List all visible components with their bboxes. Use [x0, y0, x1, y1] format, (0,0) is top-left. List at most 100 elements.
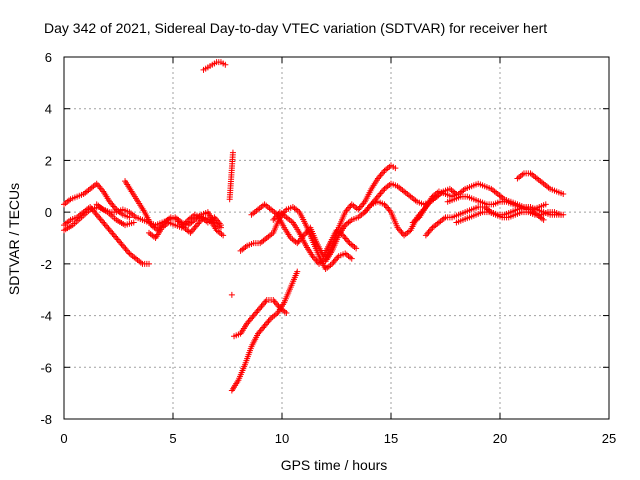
data-point — [253, 309, 260, 316]
y-tick-label: -6 — [40, 360, 52, 375]
data-point — [109, 230, 116, 237]
data-point — [560, 191, 567, 198]
y-tick-label: -8 — [40, 412, 52, 427]
y-tick-label: -4 — [40, 309, 52, 324]
data-point — [271, 298, 278, 305]
plot-frame — [63, 56, 610, 420]
x-tick-label: 0 — [60, 431, 67, 446]
data-point — [425, 229, 432, 236]
data-point — [385, 206, 392, 213]
data-point — [109, 201, 116, 208]
data-point — [345, 238, 352, 245]
data-point — [249, 314, 256, 321]
data-point — [262, 321, 269, 328]
data-point — [254, 307, 261, 314]
data-point — [121, 244, 128, 251]
data-point — [258, 326, 265, 333]
data-point — [220, 232, 227, 239]
data-point — [122, 245, 129, 252]
data-point — [283, 309, 290, 316]
data-point — [384, 204, 391, 211]
y-axis-label: SDTVAR / TECUs — [6, 183, 22, 295]
grid — [64, 57, 609, 419]
data-point — [333, 256, 340, 263]
data-point — [257, 304, 264, 311]
data-point — [359, 201, 366, 208]
data-point — [255, 306, 262, 313]
data-point — [126, 214, 133, 221]
data-point — [380, 169, 387, 176]
data-point — [125, 248, 132, 255]
data-point — [274, 301, 281, 308]
data-point — [540, 216, 547, 223]
data-point — [424, 230, 431, 237]
data-point — [312, 256, 319, 263]
data-point — [262, 298, 269, 305]
data-point — [258, 303, 265, 310]
data-point — [377, 172, 384, 179]
data-point — [422, 232, 429, 239]
data-points — [61, 59, 567, 394]
data-point — [110, 203, 117, 210]
data-point — [106, 227, 113, 234]
data-point — [113, 235, 120, 241]
x-tick-label: 10 — [275, 431, 289, 446]
data-point — [123, 247, 130, 254]
data-point — [266, 316, 273, 323]
data-point — [96, 214, 103, 221]
data-point — [191, 225, 198, 232]
data-point — [146, 260, 153, 267]
x-tick-label: 15 — [384, 431, 398, 446]
y-tick-label: 0 — [45, 205, 52, 220]
data-point — [259, 301, 266, 308]
data-point — [295, 238, 302, 245]
data-point — [374, 193, 381, 200]
chart-title: Day 342 of 2021, Sidereal Day-to-day VTE… — [44, 20, 547, 36]
data-point — [112, 233, 119, 240]
data-point — [118, 241, 125, 248]
data-point — [95, 182, 102, 189]
data-point — [104, 224, 111, 231]
data-point — [373, 195, 380, 202]
x-axis-label: GPS time / hours — [281, 457, 388, 473]
data-point — [330, 259, 337, 266]
data-point — [261, 322, 268, 329]
data-point — [105, 225, 112, 232]
tick-marks — [63, 56, 610, 420]
data-point — [119, 242, 126, 249]
data-point — [188, 228, 195, 235]
data-point — [270, 216, 277, 223]
data-point — [294, 268, 301, 275]
y-tick-label: 4 — [45, 102, 52, 117]
data-point — [193, 222, 200, 229]
data-point — [101, 221, 108, 228]
data-point — [331, 257, 338, 264]
data-point — [110, 231, 117, 238]
data-point — [250, 312, 257, 319]
data-point — [102, 222, 109, 229]
data-point — [542, 201, 549, 208]
data-point — [342, 235, 349, 242]
data-point — [426, 227, 433, 234]
y-tick-label: -2 — [40, 257, 52, 272]
data-point — [353, 245, 360, 252]
x-tick-label: 20 — [493, 431, 507, 446]
data-point — [222, 61, 229, 68]
data-point — [380, 187, 387, 194]
data-point — [248, 315, 255, 322]
data-point — [117, 239, 124, 246]
data-point — [365, 204, 372, 211]
data-point — [192, 223, 199, 230]
data-point — [228, 291, 235, 298]
x-tick-labels: 0 5 10 15 20 25 — [60, 431, 616, 446]
data-point — [363, 207, 370, 214]
data-point — [364, 206, 371, 213]
data-point — [112, 205, 119, 212]
data-point — [257, 327, 264, 334]
data-point — [356, 205, 363, 212]
data-point — [92, 210, 99, 217]
data-point — [265, 318, 272, 325]
y-tick-labels: -8 -6 -4 -2 0 2 4 6 — [40, 50, 52, 427]
data-point — [114, 236, 121, 243]
data-point — [558, 211, 565, 218]
